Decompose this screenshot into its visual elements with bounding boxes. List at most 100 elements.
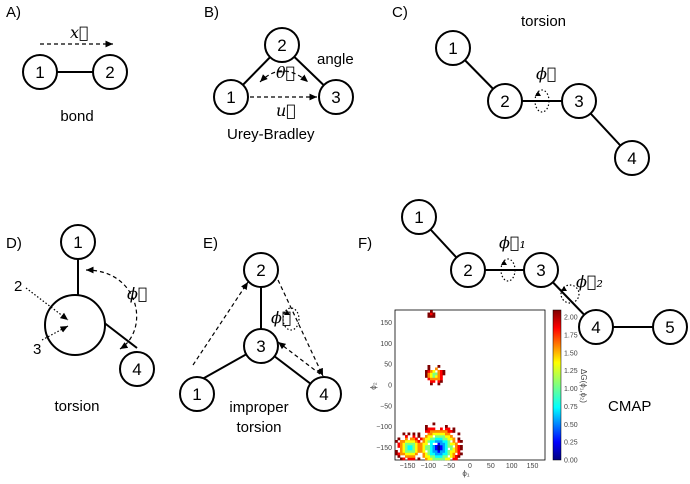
heatmap-cell: [440, 372, 443, 376]
heatmap-cell: [420, 442, 423, 446]
heatmap-cell: [442, 447, 446, 451]
caption-cmap: CMAP: [608, 398, 651, 415]
heatmap-cell: [435, 435, 438, 438]
heatmap-cell: [430, 372, 433, 376]
heatmap-cell: [440, 455, 443, 458]
heatmap-cell: [405, 455, 408, 458]
heatmap-cell: [417, 457, 421, 461]
heatmap-cell: [445, 455, 448, 458]
heatmap-cell: [430, 382, 433, 386]
heatmap-cell: [402, 442, 406, 446]
heatmap-cell: [400, 450, 403, 453]
atom-node-3: [561, 83, 597, 119]
heatmap-cell: [445, 450, 448, 453]
heatmap-cell: [415, 447, 418, 451]
heatmap-cell: [412, 450, 416, 453]
colorbar-tick-label: 1.50: [564, 350, 578, 357]
heatmap-cell: [430, 427, 433, 431]
panel-c: C) torsion ϕ⃗ 1 2 3 4: [392, 4, 650, 176]
heatmap-cell: [400, 442, 403, 446]
heatmap-cell: [417, 440, 421, 443]
heatmap-cell: [442, 370, 446, 373]
heatmap-cell: [412, 442, 416, 446]
heatmap-cell: [430, 435, 433, 438]
heatmap-cell: [402, 445, 406, 448]
colorbar-tick-label: 0.50: [564, 422, 578, 429]
heatmap-cell: [422, 442, 426, 446]
heatmap-cell: [425, 455, 428, 458]
heatmap-cell: [407, 452, 411, 456]
heatmap-cell: [440, 440, 443, 443]
atom-label-4: 4: [132, 360, 141, 379]
atom-node-1: [179, 376, 215, 412]
heatmap-cell: [450, 447, 453, 451]
heatmap-cell: [430, 445, 433, 448]
heatmap-cell: [450, 445, 453, 448]
heatmap-cell: [450, 435, 453, 438]
heatmap-cell: [400, 452, 403, 456]
heatmap-cell: [427, 445, 431, 448]
heatmap-cell: [397, 437, 401, 441]
atom-label-4: 4: [627, 149, 636, 168]
heatmap-cell: [447, 445, 451, 448]
heatmap-cell: [435, 455, 438, 458]
torsion-symbol-2: ϕ⃗₂: [576, 272, 603, 291]
heatmap-cell: [430, 450, 433, 453]
heatmap-cell: [425, 372, 428, 376]
heatmap-cell: [432, 312, 436, 316]
y-tick-label: −150: [376, 445, 392, 452]
atom-label-4: 4: [591, 318, 600, 337]
panel-e: E) ϕ⃗ 2 3 1 4 improper torsion: [179, 235, 342, 436]
heatmap-cell: [407, 445, 411, 448]
heatmap-cell: [432, 422, 436, 426]
x-tick-label: −50: [443, 463, 455, 470]
heatmap-cell: [435, 445, 438, 448]
heatmap-cell: [410, 440, 413, 443]
atom-label-1: 1: [414, 208, 423, 227]
panel-e-label: E): [203, 235, 218, 252]
heatmap-cell: [447, 450, 451, 453]
heatmap-cell: [425, 452, 428, 456]
heatmap-cell: [397, 442, 401, 446]
heatmap-cell: [427, 450, 431, 453]
heatmap-cell: [455, 442, 458, 446]
heatmap-cell: [430, 437, 433, 441]
heatmap-cell: [422, 447, 426, 451]
heatmap-cell: [442, 435, 446, 438]
atom-label-4: 4: [319, 385, 328, 404]
heatmap-cell: [445, 447, 448, 451]
heatmap-cell: [432, 380, 436, 383]
heatmap-cell: [405, 450, 408, 453]
heatmap-cell: [427, 440, 431, 443]
heatmap-cell: [460, 445, 463, 448]
heatmap-cell: [432, 455, 436, 458]
heatmap-cell: [425, 427, 428, 431]
heatmap-cell: [457, 440, 461, 443]
heatmap-cell: [425, 445, 428, 448]
heatmap-cell: [437, 432, 441, 436]
atom-label-1: 1: [192, 385, 201, 404]
caption-bond: bond: [60, 108, 93, 125]
heatmap-cell: [435, 447, 438, 451]
atom-label-1: 1: [73, 233, 82, 252]
heatmap-cell: [410, 452, 413, 456]
heatmap-cell: [452, 457, 456, 461]
pointer-atom-3: [41, 325, 69, 341]
atom-node-1: [401, 199, 437, 235]
atom-node-1: [60, 224, 96, 260]
heatmap-cell: [435, 457, 438, 461]
panel-d: D) ϕ⃗ 2 3 1 4 torsion: [6, 224, 155, 415]
heatmap-cell: [440, 447, 443, 451]
heatmap-cell: [422, 437, 426, 441]
heatmap-cell: [455, 455, 458, 458]
heatmap-cell: [447, 430, 451, 433]
heatmap-cell: [405, 447, 408, 451]
heatmap-cell: [412, 440, 416, 443]
colorbar-tick-label: 0.25: [564, 440, 578, 447]
atom-label-2: 2: [105, 63, 114, 82]
heatmap-cell: [430, 455, 433, 458]
torsion-symbol: ϕ⃗: [127, 284, 148, 303]
heatmap-cell: [425, 375, 428, 378]
atom-node-3: [243, 328, 279, 364]
heatmap-cell: [402, 450, 406, 453]
